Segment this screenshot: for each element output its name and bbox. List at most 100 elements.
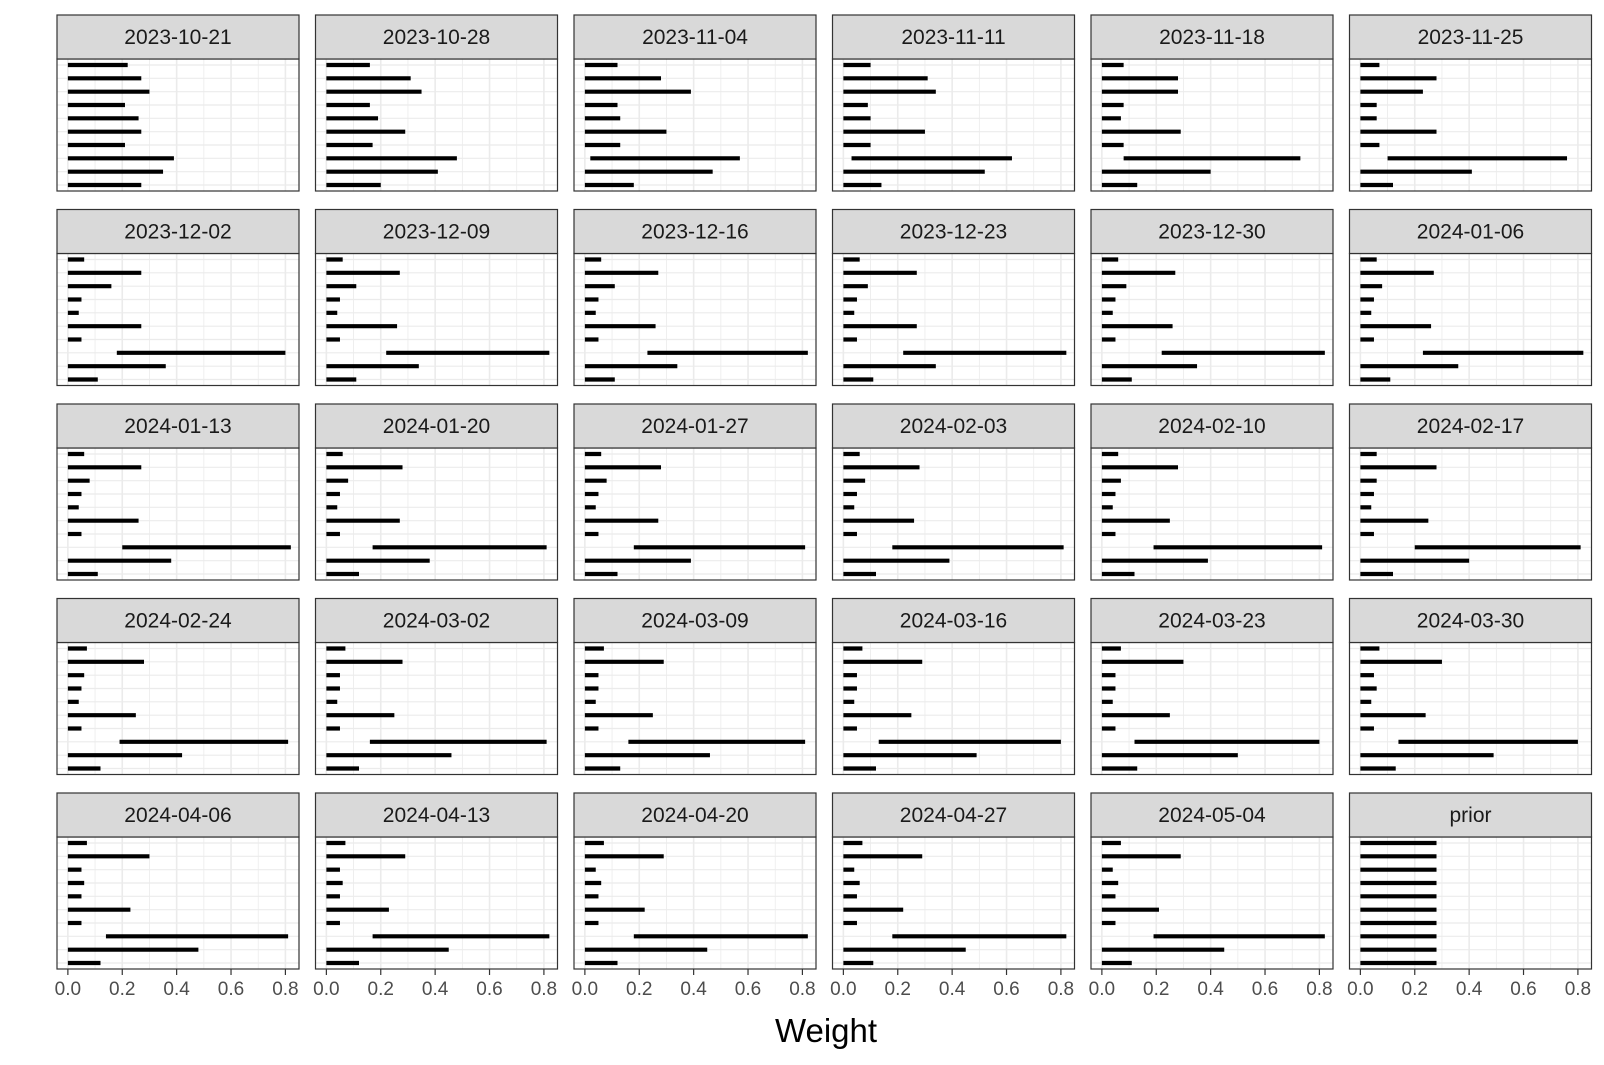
panel-background — [57, 448, 299, 580]
strip-label: 2024-02-24 — [124, 610, 232, 633]
strip-background — [314, 403, 559, 449]
facet-panel: 2024-03-23 — [1090, 597, 1334, 776]
panel-background — [57, 59, 299, 191]
strip-background — [831, 208, 1076, 255]
strip-background — [56, 597, 300, 644]
strip-label: 2023-11-11 — [901, 26, 1005, 49]
panel-background — [315, 59, 558, 191]
x-tick-label: 0.2 — [885, 979, 911, 1000]
panel-background — [315, 253, 558, 386]
x-tick-label: 0.0 — [1347, 979, 1373, 1000]
strip-background — [1348, 14, 1593, 60]
panel-background — [574, 448, 816, 580]
facet-panel: 2023-11-11 — [831, 14, 1076, 192]
strip-label: 2023-11-18 — [1159, 26, 1265, 49]
strip-background — [831, 403, 1076, 449]
panel-background — [57, 642, 299, 775]
x-tick-label: 0.2 — [1143, 979, 1169, 1000]
strip-background — [831, 14, 1076, 60]
strip-background — [1090, 792, 1334, 838]
x-tick-label: 0.0 — [313, 979, 339, 1000]
x-tick-label: 0.8 — [1048, 979, 1074, 1000]
strip-background — [573, 597, 817, 644]
strip-label: 2024-03-30 — [1417, 610, 1524, 633]
facet-panel: 2024-03-30 — [1348, 597, 1593, 776]
facet-panel: 2024-02-10 — [1090, 403, 1334, 581]
strip-background — [314, 208, 559, 255]
x-tick-label: 0.4 — [1456, 979, 1483, 1000]
facet-panel: 2023-12-02 — [56, 208, 300, 387]
panel-background — [832, 837, 1075, 969]
facet-panel: 2023-12-09 — [314, 208, 559, 387]
facet-panel: 2023-10-28 — [314, 14, 559, 192]
facet-panel: 2024-01-13 — [56, 403, 300, 581]
facet-panel: 2024-01-06 — [1348, 208, 1593, 387]
strip-background — [56, 208, 300, 255]
panel-background — [832, 59, 1075, 191]
facet-panel: prior — [1348, 792, 1593, 970]
x-tick-label: 0.8 — [272, 979, 298, 1000]
x-tick-label: 0.6 — [1510, 979, 1536, 1000]
panel-background — [315, 448, 558, 580]
panel-background — [574, 253, 816, 386]
strip-background — [1348, 403, 1593, 449]
panel-background — [832, 642, 1075, 775]
panel-background — [1091, 837, 1333, 969]
x-tick-label: 0.4 — [1197, 979, 1224, 1000]
strip-label: 2024-03-09 — [641, 610, 748, 633]
strip-label: 2023-12-02 — [124, 221, 231, 244]
panel-background — [832, 448, 1075, 580]
facet-panel: 2023-11-25 — [1348, 14, 1593, 192]
x-tick-label: 0.0 — [55, 979, 81, 1000]
panel-background — [1349, 642, 1592, 775]
strip-background — [56, 14, 300, 60]
panel-background — [1349, 448, 1592, 580]
x-tick-label: 0.8 — [1565, 979, 1591, 1000]
x-tick-label: 0.4 — [680, 979, 707, 1000]
strip-label: 2024-01-13 — [124, 415, 231, 438]
panel-background — [832, 253, 1075, 386]
panel-background — [574, 837, 816, 969]
strip-label: 2023-10-21 — [124, 26, 231, 49]
facet-panel: 2023-12-30 — [1090, 208, 1334, 387]
x-tick-label: 0.6 — [476, 979, 502, 1000]
strip-background — [831, 792, 1076, 838]
strip-label: 2024-01-27 — [641, 415, 748, 438]
strip-label: 2024-03-02 — [383, 610, 490, 633]
strip-label: prior — [1449, 804, 1491, 827]
facet-panel: 2024-03-09 — [573, 597, 817, 776]
strip-label: 2024-01-20 — [383, 415, 490, 438]
facet-panel: 2024-01-20 — [314, 403, 559, 581]
strip-label: 2024-03-16 — [900, 610, 1007, 633]
strip-label: 2023-10-28 — [383, 26, 490, 49]
x-tick-label: 0.8 — [789, 979, 815, 1000]
facet-panel: 2024-03-02 — [314, 597, 559, 776]
strip-background — [314, 14, 559, 60]
strip-label: 2024-04-06 — [124, 804, 231, 827]
x-tick-label: 0.4 — [939, 979, 966, 1000]
x-tick-label: 0.2 — [368, 979, 394, 1000]
panel-background — [574, 642, 816, 775]
x-tick-label: 0.8 — [531, 979, 557, 1000]
facet-panel: 2024-03-16 — [831, 597, 1076, 776]
panel-background — [1091, 59, 1333, 191]
facet-panel: 2024-02-24 — [56, 597, 300, 776]
strip-label: 2024-02-17 — [1417, 415, 1524, 438]
strip-label: 2024-01-06 — [1417, 221, 1524, 244]
x-tick-label: 0.4 — [422, 979, 449, 1000]
strip-label: 2024-05-04 — [1158, 804, 1266, 827]
strip-label: 2023-11-25 — [1418, 26, 1524, 49]
strip-background — [1348, 792, 1593, 838]
x-tick-label: 0.0 — [572, 979, 598, 1000]
facet-panel: 2023-12-23 — [831, 208, 1076, 387]
panel-background — [1349, 59, 1592, 191]
strip-background — [1090, 208, 1334, 255]
strip-background — [56, 403, 300, 449]
strip-background — [1090, 403, 1334, 449]
strip-background — [831, 597, 1076, 644]
x-tick-label: 0.6 — [218, 979, 244, 1000]
x-tick-label: 0.2 — [109, 979, 135, 1000]
strip-label: 2023-12-09 — [383, 221, 490, 244]
x-axis-title: Weight — [775, 1012, 877, 1049]
facet-panel: 2023-11-18 — [1090, 14, 1334, 192]
